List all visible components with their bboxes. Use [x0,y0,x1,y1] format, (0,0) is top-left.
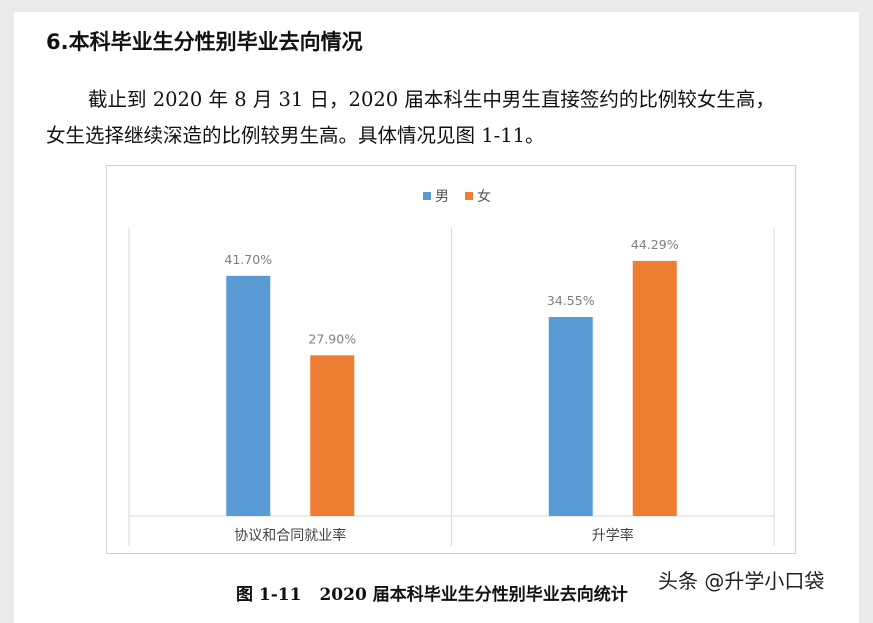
legend-swatch-2 [465,192,473,200]
section-heading: 6.本科毕业生分性别毕业去向情况 [46,30,363,54]
bar-1-1 [226,275,271,516]
paragraph-line-1-text: 截止到 2020 年 8 月 31 日，2020 届本科生中男生直接签约的比例较… [88,88,775,111]
category-label-2: 升学率 [592,527,634,544]
legend-label-2: 女 [477,188,491,205]
category-label-1: 协议和合同就业率 [234,527,346,544]
figure-number: 图 1-11 [236,585,302,605]
data-label-2-1: 27.90% [308,331,356,346]
data-label-2-2: 44.29% [631,237,679,252]
data-label-1-1: 41.70% [224,252,272,267]
figure-caption: 图 1-11 2020 届本科毕业生分性别毕业去向统计 [236,580,628,605]
figure-title: 2020 届本科毕业生分性别毕业去向统计 [319,585,628,605]
bar-2-2 [632,260,677,516]
bar-1-2 [548,316,593,516]
body-paragraph: 截止到 2020 年 8 月 31 日，2020 届本科生中男生直接签约的比例较… [46,82,856,154]
bar-chart: 男 女 41.70% 27.90% 协议和合同就业率 34.55% 44.29% 升学率 [106,165,796,554]
paragraph-line-1: 截止到 2020 年 8 月 31 日，2020 届本科生中男生直接签约的比例较… [46,82,856,118]
bar-2-1 [310,355,355,516]
watermark-text: 头条 @升学小口袋 [658,569,825,593]
data-label-1-2: 34.55% [547,293,595,308]
document-page: 6.本科毕业生分性别毕业去向情况 截止到 2020 年 8 月 31 日，202… [14,12,859,623]
paragraph-line-2: 女生选择继续深造的比例较男生高。具体情况见图 1-11。 [46,124,545,147]
bar-chart-svg: 男 女 41.70% 27.90% 协议和合同就业率 34.55% 44.29% 升学率 [128,188,775,546]
legend-swatch-1 [423,192,431,200]
legend-label-1: 男 [435,189,449,205]
